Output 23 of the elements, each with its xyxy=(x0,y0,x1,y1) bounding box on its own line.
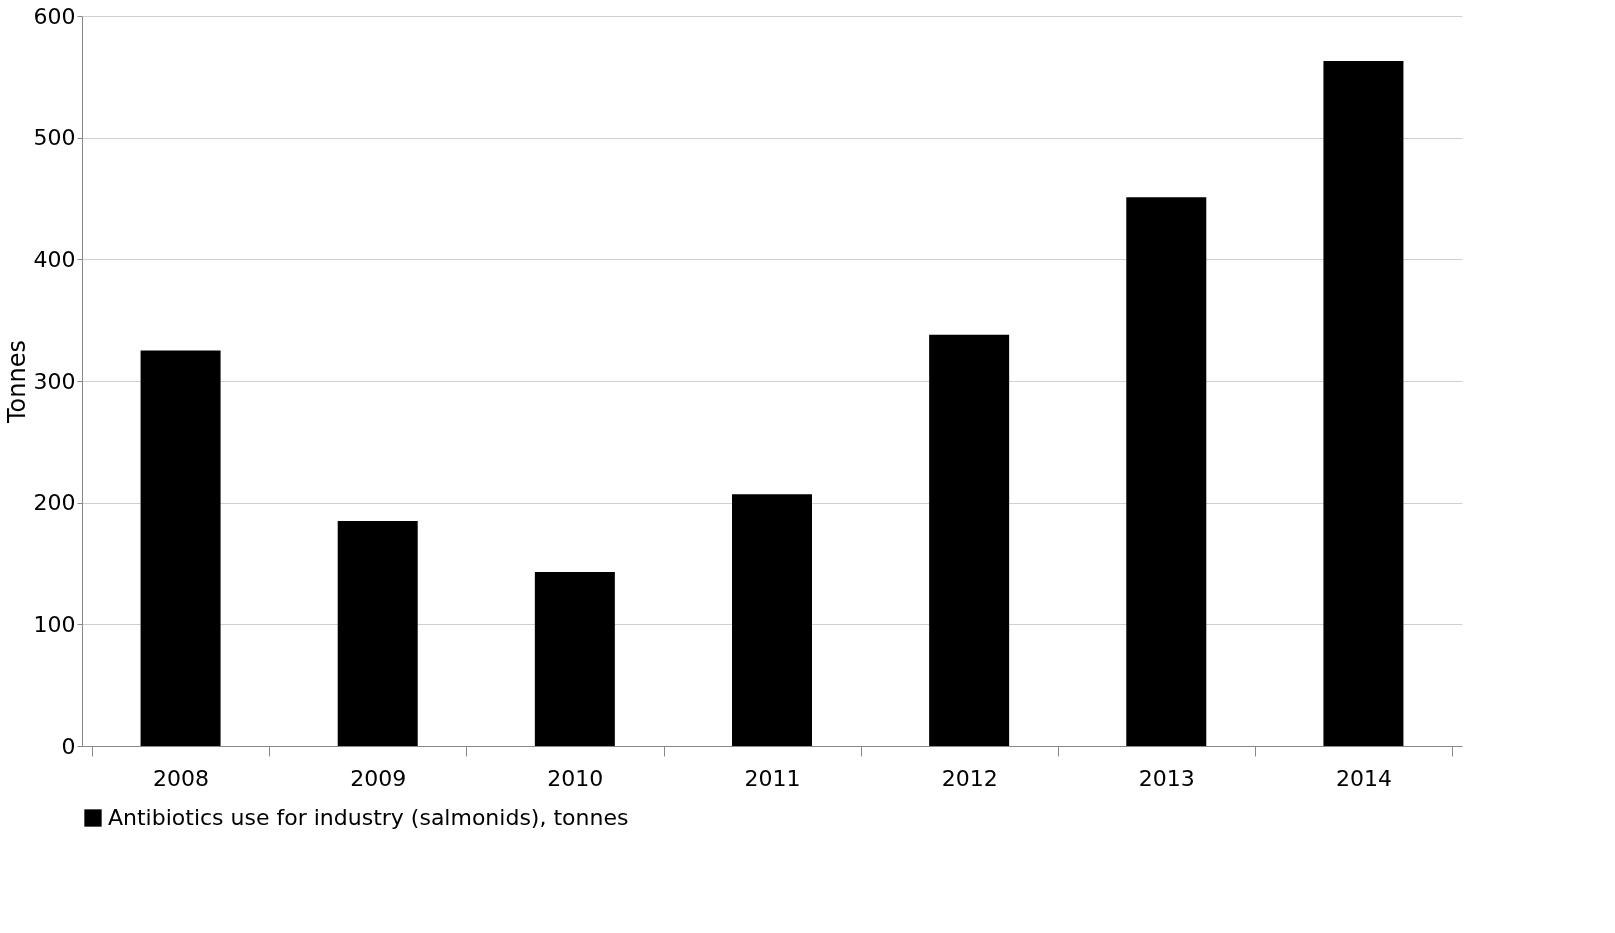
bar xyxy=(1126,197,1207,746)
x-tick-label: 2011 xyxy=(744,765,801,791)
bar xyxy=(929,334,1010,746)
bar xyxy=(534,572,615,746)
x-tick-label: 2008 xyxy=(153,765,210,791)
legend-label: Antibiotics use for industry (salmonids), tonnes xyxy=(108,805,629,830)
bar xyxy=(732,494,812,746)
bar xyxy=(1323,61,1404,746)
bar xyxy=(140,350,221,746)
y-tick-label: 600 xyxy=(33,3,76,29)
x-tick-label: 2014 xyxy=(1335,765,1392,791)
x-tick-label: 2010 xyxy=(547,765,604,791)
y-tick-label: 0 xyxy=(61,733,76,759)
bar xyxy=(337,520,418,746)
y-tick-label: 500 xyxy=(33,125,76,151)
y-tick-label: 100 xyxy=(33,611,76,637)
y-tick-label: 400 xyxy=(33,246,76,272)
y-tick-label: 200 xyxy=(33,490,76,516)
x-tick-label: 2013 xyxy=(1138,765,1195,791)
x-tick-label: 2012 xyxy=(941,765,998,791)
x-tick-label: 2009 xyxy=(350,765,407,791)
y-tick-label: 300 xyxy=(33,368,76,394)
y-axis-title: Tonnes xyxy=(2,340,31,424)
